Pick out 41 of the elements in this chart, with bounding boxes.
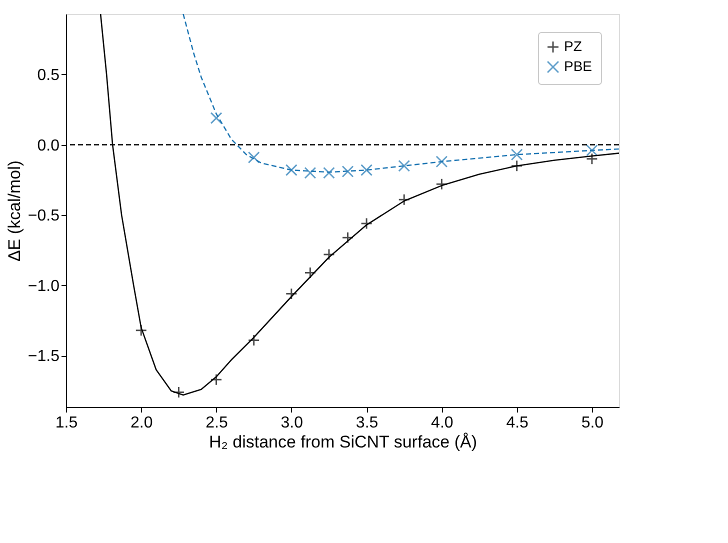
x-tick-label: 2.5 <box>206 414 228 432</box>
point <box>586 152 598 165</box>
point <box>285 288 298 300</box>
point <box>248 334 260 346</box>
x-tick-label: 4.5 <box>506 414 529 432</box>
point <box>322 166 335 179</box>
legend-label: PBE <box>564 58 592 74</box>
legend-label: PZ <box>564 38 582 54</box>
x-tick-label: 4.0 <box>431 414 454 432</box>
point <box>285 164 298 176</box>
x-tick-label: 1.5 <box>55 414 78 432</box>
point <box>210 374 222 386</box>
point <box>398 194 410 206</box>
x-tick-label: 3.0 <box>280 414 304 432</box>
point <box>436 156 448 168</box>
x-tick-label: 5.0 <box>581 414 604 432</box>
point <box>248 151 260 164</box>
y-tick-label: −1.5 <box>28 348 60 366</box>
point <box>322 248 335 260</box>
point <box>304 266 316 279</box>
point <box>210 112 222 124</box>
y-tick-label: −0.5 <box>28 208 60 225</box>
point <box>510 148 523 161</box>
point <box>360 164 373 176</box>
x-tick-label: 2.0 <box>130 414 153 432</box>
x-tick-label: 3.5 <box>356 414 378 432</box>
y-axis-title: ΔE (kcal/mol) <box>4 160 24 262</box>
y-tick-label: −1.0 <box>28 278 60 295</box>
point <box>135 324 148 336</box>
y-tick-label: 0.0 <box>37 137 60 154</box>
point <box>342 165 354 178</box>
point <box>510 160 523 172</box>
point <box>172 386 185 398</box>
y-tick-label: 0.5 <box>37 66 60 84</box>
x-axis-title: H₂ distance from SiCNT surface (Å) <box>209 432 477 452</box>
point <box>398 160 410 172</box>
point <box>436 178 448 190</box>
point <box>586 144 598 156</box>
point <box>342 232 354 244</box>
point <box>360 218 373 230</box>
point <box>304 166 316 179</box>
